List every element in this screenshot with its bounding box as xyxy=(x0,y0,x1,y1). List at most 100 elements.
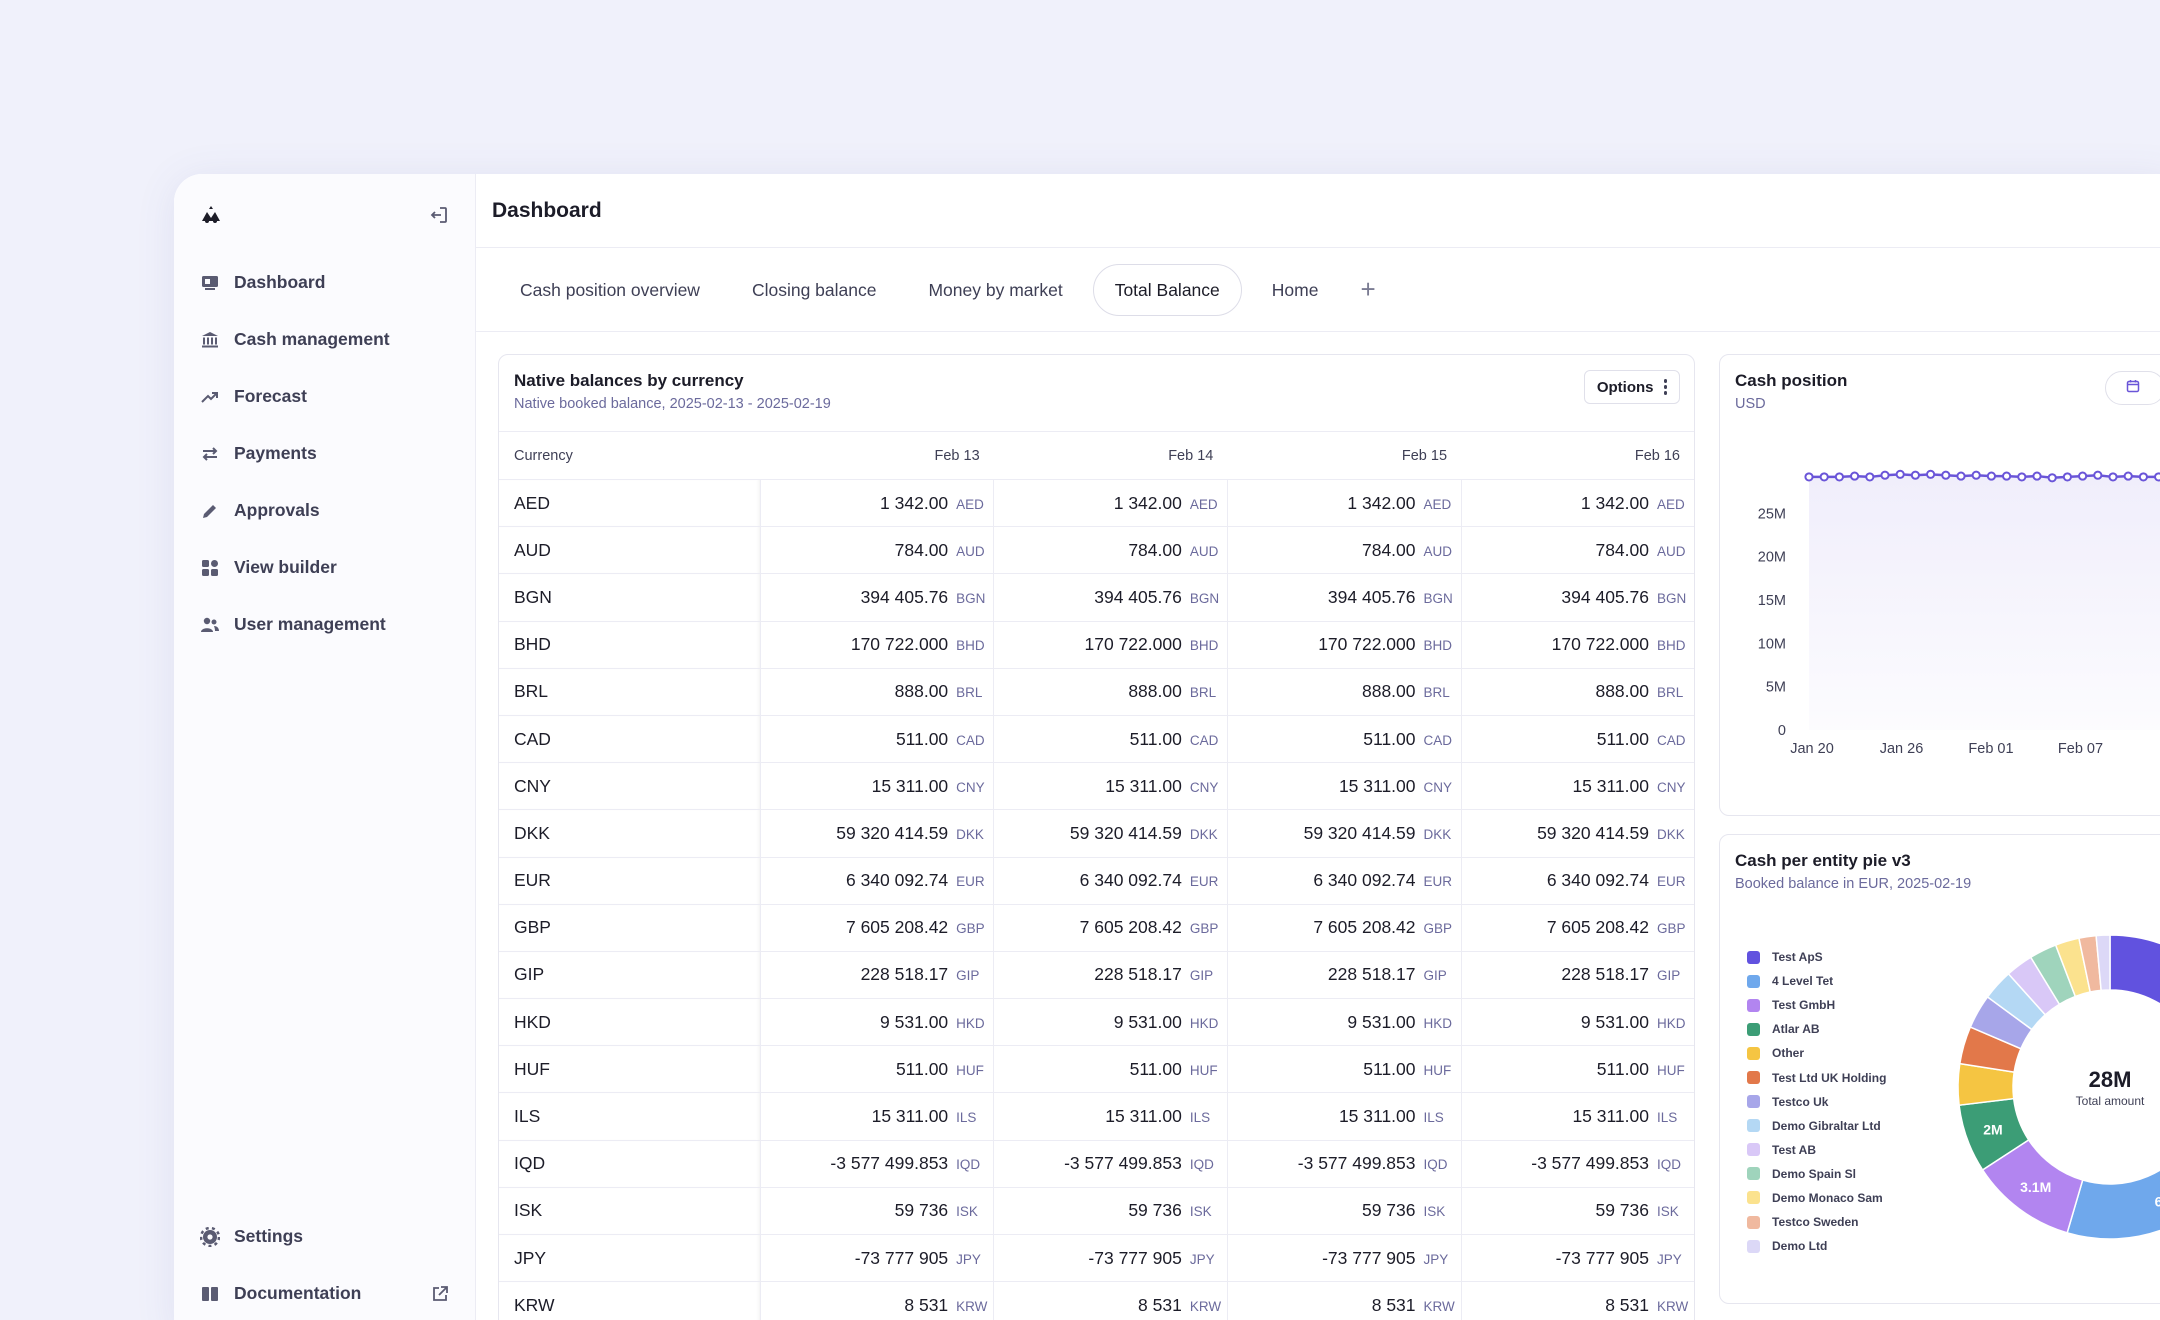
table-row[interactable]: GBP 7 605 208.42 GBP 7 605 208.42 GBP 7 605 2… xyxy=(499,904,1694,952)
sidebar-bottom: Settings Documentation xyxy=(174,1208,475,1320)
sidebar-item-approvals[interactable]: Approvals xyxy=(174,482,475,539)
data-point[interactable] xyxy=(1804,472,1814,482)
balance-amount: 394 405.76 xyxy=(1094,586,1182,607)
data-point[interactable] xyxy=(2047,473,2057,483)
data-point[interactable] xyxy=(1895,469,1905,479)
data-point[interactable] xyxy=(1819,472,1829,482)
data-point[interactable] xyxy=(2078,471,2088,481)
sidebar-item-user-management[interactable]: User management xyxy=(174,596,475,653)
legend-item[interactable]: Test GmbH xyxy=(1747,993,1886,1017)
sidebar-item-forecast[interactable]: Forecast xyxy=(174,368,475,425)
table-row[interactable]: ILS 15 311.00 ILS 15 311.00 ILS 15 311.00 ILS 1… xyxy=(499,1092,1694,1141)
legend-item[interactable]: Demo Ltd xyxy=(1747,1234,1886,1258)
legend-item[interactable]: Test ApS xyxy=(1747,945,1886,969)
sidebar-item-documentation[interactable]: Documentation xyxy=(174,1265,475,1320)
table-row[interactable]: HKD 9 531.00 HKD 9 531.00 HKD 9 531.00 HKD 9 53… xyxy=(499,998,1694,1047)
currency-code: DKK xyxy=(1657,826,1685,842)
tab-cash-position-overview[interactable]: Cash position overview xyxy=(520,279,700,300)
data-point[interactable] xyxy=(2138,472,2148,482)
data-point[interactable] xyxy=(2154,472,2160,482)
data-point[interactable] xyxy=(1971,470,1981,480)
tab-money-by-market[interactable]: Money by market xyxy=(928,279,1063,300)
currency-cell: BHD xyxy=(499,621,760,669)
column-header[interactable]: Feb 13 xyxy=(760,431,994,480)
pie-slice[interactable] xyxy=(2095,935,2111,992)
data-point[interactable] xyxy=(1850,471,1860,481)
collapse-sidebar-icon[interactable] xyxy=(428,204,450,226)
sidebar-item-settings[interactable]: Settings xyxy=(174,1208,475,1265)
table-row[interactable]: BRL 888.00 BRL 888.00 BRL 888.00 BRL 888.00 BRL xyxy=(499,668,1694,716)
data-point[interactable] xyxy=(1926,469,1936,479)
card-subtitle: Booked balance in EUR, 2025-02-19 xyxy=(1735,876,1972,892)
legend-item[interactable]: Other xyxy=(1747,1041,1886,1065)
legend-item[interactable]: Testco Sweden xyxy=(1747,1210,1886,1234)
table-row[interactable]: ISK 59 736 ISK 59 736 ISK 59 736 ISK 59 736 ISK xyxy=(499,1187,1694,1236)
table-row[interactable]: CAD 511.00 CAD 511.00 CAD 511.00 CAD 511.00 CAD xyxy=(499,715,1694,764)
legend-item[interactable]: Demo Spain Sl xyxy=(1747,1162,1886,1186)
legend-item[interactable]: 4 Level Tet xyxy=(1747,969,1886,993)
data-point[interactable] xyxy=(2108,472,2118,482)
balance-cell: 59 320 414.59 DKK xyxy=(759,809,994,858)
balance-cell: -73 777 905 JPY xyxy=(759,1234,994,1283)
legend-item[interactable]: Demo Monaco Sam xyxy=(1747,1186,1886,1210)
legend-item[interactable]: Testco Uk xyxy=(1747,1090,1886,1114)
column-header[interactable]: Feb 14 xyxy=(993,431,1228,480)
external-link-icon[interactable] xyxy=(431,1285,449,1303)
currency-code: EUR xyxy=(1657,874,1686,890)
data-point[interactable] xyxy=(2002,471,2012,481)
currency-cell: BGN xyxy=(499,573,760,622)
data-point[interactable] xyxy=(1986,471,1996,481)
legend-item[interactable]: Test Ltd UK Holding xyxy=(1747,1065,1886,1089)
logo-icon[interactable] xyxy=(200,204,222,226)
data-point[interactable] xyxy=(1910,470,1920,480)
data-point[interactable] xyxy=(1834,472,1845,482)
add-tab-button[interactable]: + xyxy=(1360,274,1376,304)
data-point[interactable] xyxy=(1941,470,1951,480)
bank-icon xyxy=(200,330,220,350)
table-row[interactable]: EUR 6 340 092.74 EUR 6 340 092.74 EUR 6 340 0… xyxy=(499,857,1694,905)
data-point[interactable] xyxy=(2032,471,2042,481)
options-button[interactable]: Options xyxy=(1583,370,1680,404)
table-row[interactable]: AUD 784.00 AUD 784.00 AUD 784.00 AUD 784.00 AUD xyxy=(499,526,1694,575)
data-point[interactable] xyxy=(2093,470,2103,480)
tab-closing-balance[interactable]: Closing balance xyxy=(751,279,877,300)
table-row[interactable]: DKK 59 320 414.59 DKK 59 320 414.59 DKK 59 32… xyxy=(499,809,1694,858)
table-row[interactable]: IQD -3 577 499.853 IQD -3 577 499.853 IQD -3 … xyxy=(499,1140,1694,1188)
balance-cell: 15 311.00 CNY xyxy=(1460,762,1694,811)
table-row[interactable]: GIP 228 518.17 GIP 228 518.17 GIP 228 518.17 G… xyxy=(499,951,1694,1000)
tab-home[interactable]: Home xyxy=(1271,279,1319,300)
data-point[interactable] xyxy=(1865,472,1875,482)
sidebar-item-cash-management[interactable]: Cash management xyxy=(174,311,475,368)
legend-item[interactable]: Test AB xyxy=(1747,1138,1886,1162)
data-point[interactable] xyxy=(2062,472,2072,482)
sidebar-item-dashboard[interactable]: Dashboard xyxy=(174,254,475,311)
currency-code: HKD xyxy=(1657,1015,1686,1031)
column-header[interactable]: Currency xyxy=(499,431,760,480)
balance-amount: 511.00 xyxy=(1129,1058,1182,1079)
date-picker-button[interactable] xyxy=(2105,371,2160,405)
currency-cell: HUF xyxy=(499,1045,760,1094)
data-point[interactable] xyxy=(2123,471,2133,481)
legend-item[interactable]: Atlar AB xyxy=(1747,1017,1886,1041)
table-row[interactable]: HUF 511.00 HUF 511.00 HUF 511.00 HUF 511.00 HUF xyxy=(499,1045,1694,1094)
sidebar-item-view-builder[interactable]: View builder xyxy=(174,539,475,596)
legend-item[interactable]: Demo Gibraltar Ltd xyxy=(1747,1114,1886,1138)
table-row[interactable]: KRW 8 531 KRW 8 531 KRW 8 531 KRW 8 531 KRW xyxy=(499,1281,1694,1320)
tab-total-balance[interactable]: Total Balance xyxy=(1092,263,1242,316)
table-row[interactable]: BHD 170 722.000 BHD 170 722.000 BHD 170 722.0… xyxy=(499,621,1694,669)
data-point[interactable] xyxy=(2017,472,2027,482)
pie-slice[interactable] xyxy=(2109,935,2160,1158)
table-row[interactable]: AED 1 342.00 AED 1 342.00 AED 1 342.00 AED 1 34… xyxy=(499,479,1694,528)
column-header[interactable]: Feb 16 xyxy=(1461,431,1694,480)
balance-amount: 394 405.76 xyxy=(860,586,949,607)
column-header[interactable]: Feb 15 xyxy=(1227,431,1462,480)
currency-code: HUF xyxy=(1657,1062,1685,1078)
balance-cell: 6 340 092.74 EUR xyxy=(759,857,994,905)
data-point[interactable] xyxy=(1956,471,1966,481)
table-row[interactable]: JPY -73 777 905 JPY -73 777 905 JPY -73 777 9… xyxy=(499,1234,1694,1283)
sidebar-item-payments[interactable]: Payments xyxy=(174,425,475,482)
table-row[interactable]: BGN 394 405.76 BGN 394 405.76 BGN 394 405.76 B… xyxy=(499,573,1694,622)
table-row[interactable]: CNY 15 311.00 CNY 15 311.00 CNY 15 311.00 CNY 1… xyxy=(499,762,1694,811)
currency-code: BHD xyxy=(1657,638,1686,654)
data-point[interactable] xyxy=(1880,470,1890,480)
